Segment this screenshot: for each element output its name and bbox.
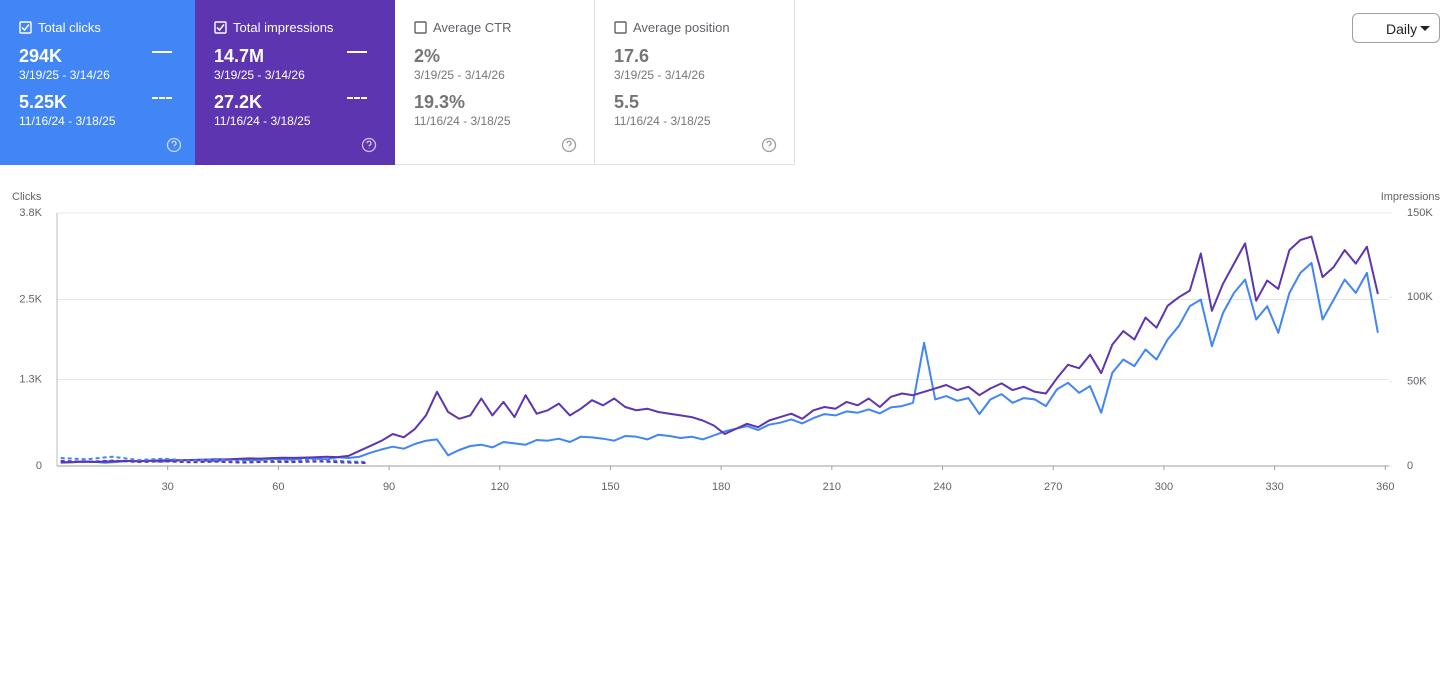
y2-axis-label: Impressions	[1381, 191, 1441, 203]
help-circle	[361, 137, 377, 153]
current-range: 3/19/25 - 3/14/26	[19, 68, 110, 82]
checkbox	[414, 21, 427, 34]
period-dropdown[interactable]: Daily	[1352, 13, 1440, 43]
previous-range: 11/16/24 - 3/18/25	[414, 114, 511, 128]
help-mark	[766, 140, 772, 149]
metric-card[interactable]: Total clicks 294K 3/19/25 - 3/14/26 5.25K 11…	[0, 0, 195, 165]
x-tick-label: 210	[823, 481, 841, 493]
help-icon[interactable]	[166, 137, 182, 153]
card-title: Average position	[633, 20, 730, 35]
help-circle	[166, 137, 182, 153]
checkbox	[614, 21, 627, 34]
current-value: 294K	[19, 46, 63, 66]
x-tick-label: 90	[383, 481, 395, 493]
y-tick-label: 2.5K	[19, 293, 42, 305]
current-value: 17.6	[614, 46, 650, 66]
previous-value: 5.25K	[19, 92, 68, 112]
help-icon[interactable]	[761, 137, 777, 153]
metric-card[interactable]: Average position 17.6 3/19/25 - 3/14/26 5.5…	[595, 0, 795, 165]
x-tick-label: 120	[491, 481, 509, 493]
y2-tick-label: 50K	[1407, 376, 1427, 388]
help-icon[interactable]	[361, 137, 377, 153]
y-tick-label: 3.8K	[19, 207, 42, 219]
metric-card[interactable]: Total impressions 14.7M 3/19/25 - 3/14/26 2…	[195, 0, 395, 165]
x-tick-label: 270	[1044, 481, 1062, 493]
current-value: 14.7M	[214, 46, 265, 66]
current-value: 2%	[414, 46, 441, 66]
previous-period-line	[60, 455, 367, 463]
help-mark	[366, 140, 372, 149]
previous-range: 11/16/24 - 3/18/25	[614, 114, 711, 128]
help-icon[interactable]	[561, 137, 577, 153]
checkbox	[19, 21, 32, 34]
metric-card[interactable]: Average CTR 2% 3/19/25 - 3/14/26 19.3% 11/16…	[395, 0, 595, 165]
x-tick-label: 60	[272, 481, 284, 493]
line-indicator	[347, 51, 367, 53]
x-tick-label: 300	[1155, 481, 1173, 493]
y2-tick-label: 100K	[1407, 291, 1433, 303]
card-title: Total impressions	[233, 20, 334, 35]
card-title: Total clicks	[38, 20, 101, 35]
period-label: Daily	[1386, 21, 1418, 37]
checkmark	[216, 24, 225, 32]
y2-tick-label: 0	[1407, 460, 1413, 472]
y-tick-label: 0	[36, 460, 42, 472]
x-tick-label: 180	[712, 481, 730, 493]
chart: Clicks Impressions 0 1.3K 2.5K 3.8K 0 50K 100K…	[12, 191, 1441, 493]
checkbox	[214, 21, 227, 34]
checkmark	[21, 24, 30, 32]
checkbox-box	[214, 21, 227, 34]
help-mark	[566, 140, 572, 149]
checkbox-box	[414, 21, 427, 34]
series-line	[60, 235, 1379, 464]
current-range: 3/19/25 - 3/14/26	[614, 68, 705, 82]
help-circle	[761, 137, 777, 153]
checkbox-box	[614, 21, 627, 34]
previous-value: 19.3%	[414, 92, 466, 112]
x-tick-label: 360	[1376, 481, 1394, 493]
card-title: Average CTR	[433, 20, 512, 35]
previous-value: 27.2K	[214, 92, 263, 112]
previous-value: 5.5	[614, 92, 640, 112]
previous-range: 11/16/24 - 3/18/25	[214, 114, 311, 128]
dropdown-arrow	[1420, 26, 1430, 31]
current-range: 3/19/25 - 3/14/26	[414, 68, 505, 82]
line-indicator	[152, 51, 172, 53]
x-tick-label: 150	[601, 481, 619, 493]
previous-range: 11/16/24 - 3/18/25	[19, 114, 116, 128]
y-axis-label: Clicks	[12, 191, 42, 203]
x-tick-label: 330	[1265, 481, 1283, 493]
help-mark	[171, 140, 177, 149]
current-range: 3/19/25 - 3/14/26	[214, 68, 305, 82]
line-indicator	[152, 97, 172, 99]
x-tick-label: 30	[162, 481, 174, 493]
y2-tick-label: 150K	[1407, 207, 1433, 219]
y-tick-label: 1.3K	[19, 373, 42, 385]
page: Total clicks 294K 3/19/25 - 3/14/26 5.25K 11…	[0, 0, 1441, 493]
series-line	[60, 261, 1379, 464]
line-indicator	[347, 97, 367, 99]
help-circle	[561, 137, 577, 153]
x-tick-label: 240	[933, 481, 951, 493]
checkbox-box	[19, 21, 32, 34]
previous-period-line	[60, 459, 367, 464]
